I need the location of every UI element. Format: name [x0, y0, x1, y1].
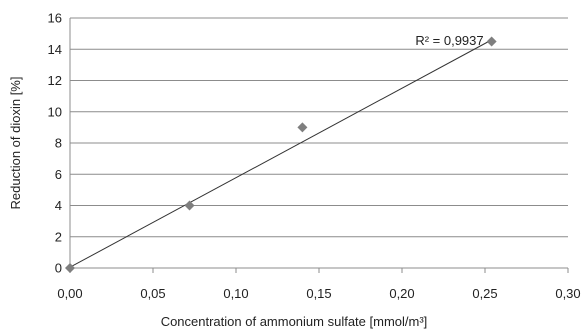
x-tick-label: 0,20	[389, 286, 414, 301]
y-tick-label: 0	[55, 261, 62, 276]
gridlines	[70, 17, 568, 269]
x-tick-label: 0,25	[472, 286, 497, 301]
data-point	[184, 200, 195, 211]
y-tick-label: 2	[55, 229, 62, 244]
y-tick-label: 8	[55, 136, 62, 151]
y-tick-label: 16	[48, 11, 62, 26]
data-points	[65, 36, 497, 273]
x-tick-labels: 0,00 0,05 0,10 0,15 0,20 0,25 0,30	[57, 286, 580, 301]
y-tick-label: 10	[48, 104, 62, 119]
y-tick-label: 4	[55, 198, 62, 213]
y-tick-label: 12	[48, 73, 62, 88]
y-tick-label: 6	[55, 167, 62, 182]
x-tick-label: 0,15	[306, 286, 331, 301]
y-tick-labels: 0 2 4 6 8 10 12 14 16	[48, 11, 62, 276]
axes	[69, 18, 569, 273]
x-tick-label: 0,00	[57, 286, 82, 301]
r-squared-annotation: R² = 0,9937	[415, 33, 483, 48]
data-point	[297, 122, 308, 133]
x-axis-title: Concentration of ammonium sulfate [mmol/…	[161, 314, 428, 329]
data-point	[486, 36, 497, 47]
y-tick-label: 14	[48, 42, 62, 57]
x-tick-label: 0,05	[140, 286, 165, 301]
x-tick-label: 0,10	[223, 286, 248, 301]
trendline	[69, 39, 492, 268]
y-axis-title: Reduction of dioxin [%]	[8, 77, 23, 210]
data-point	[65, 263, 75, 273]
x-tick-label: 0,30	[555, 286, 580, 301]
trendline-group	[69, 39, 492, 268]
